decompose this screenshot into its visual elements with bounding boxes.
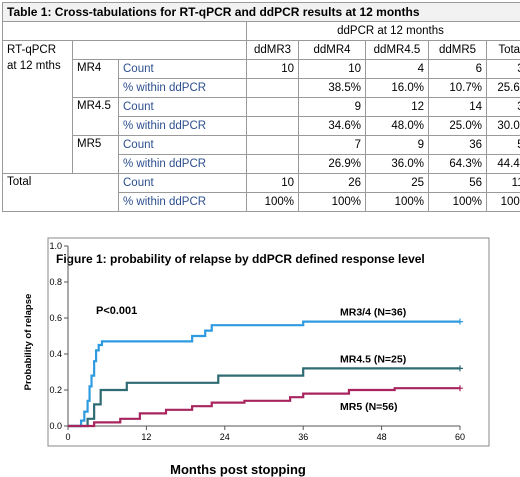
- table-cell: 35: [486, 97, 520, 117]
- pct-label: % within ddPCR: [118, 192, 247, 212]
- table-cell: 10.7%: [428, 78, 487, 98]
- table-cell: 26: [298, 173, 366, 193]
- table-cell: 14: [428, 97, 487, 117]
- table-cell: 10: [298, 59, 366, 79]
- x-tick-label: 48: [377, 432, 387, 442]
- table-cell: 25: [365, 173, 429, 193]
- x-tick-label: 60: [455, 432, 465, 442]
- series-label-layer: MR3/4 (N=36) MR4.5 (N=25) MR5 (N=56): [340, 307, 406, 414]
- series-line: [68, 320, 460, 428]
- table-cell: 38.5%: [298, 78, 366, 98]
- relapse-figure: Figure 1: probability of relapse by ddPC…: [24, 230, 518, 477]
- empty-subheader-cell: [72, 40, 247, 60]
- group-header: ddPCR at 12 months: [246, 21, 520, 41]
- crosstab-table-container: Table 1: Cross-tabulations for RT-qPCR a…: [2, 2, 520, 212]
- table-cell: 36: [428, 135, 487, 155]
- x-tick-label: 0: [65, 432, 70, 442]
- x-axis-label: Months post stopping: [170, 462, 306, 477]
- table-cell: 30.0%: [486, 116, 520, 136]
- pct-label: % within ddPCR: [118, 116, 247, 136]
- censor-mark: [457, 318, 463, 325]
- table-cell: 6: [428, 59, 487, 79]
- count-label: Count: [118, 59, 247, 79]
- row-group-mr4: MR4: [72, 59, 119, 98]
- series-label: MR3/4 (N=36): [340, 307, 406, 319]
- table-cell: 9: [298, 97, 366, 117]
- table-cell: 10: [246, 59, 299, 79]
- pct-label: % within ddPCR: [118, 154, 247, 174]
- table-cell: [246, 97, 299, 117]
- table-cell: [246, 154, 299, 174]
- y-tick-label: 0.8: [49, 277, 62, 287]
- table-cell: [246, 135, 299, 155]
- table-cell: 16.0%: [365, 78, 429, 98]
- total-label: Total: [2, 173, 119, 212]
- series-label: MR5 (N=56): [340, 401, 397, 413]
- table-cell: [246, 116, 299, 136]
- series-label: MR4.5 (N=25): [340, 353, 406, 365]
- table-cell: 30: [486, 59, 520, 79]
- table-cell: 34.6%: [298, 116, 366, 136]
- table-cell: 100%: [365, 192, 429, 212]
- count-label: Count: [118, 173, 247, 193]
- p-value-annotation: P<0.001: [96, 305, 137, 317]
- column-header: Total: [486, 40, 520, 60]
- axes-layer: 0 12 24 36 48 60 0.0 0.2 0.4 0.6 0.8 1.0: [49, 241, 465, 442]
- table-caption: Table 1: Cross-tabulations for RT-qPCR a…: [2, 2, 520, 22]
- y-axis-label: Probability of relapse: [24, 294, 34, 391]
- table-cell: 26.9%: [298, 154, 366, 174]
- row-group-mr5: MR5: [72, 135, 119, 174]
- table-cell: 52: [486, 135, 520, 155]
- relapse-chart: Figure 1: probability of relapse by ddPC…: [24, 237, 490, 477]
- table-cell: 56: [428, 173, 487, 193]
- y-tick-label: 0.6: [49, 313, 62, 323]
- crosstab-table: Table 1: Cross-tabulations for RT-qPCR a…: [2, 2, 520, 212]
- table-cell: 7: [298, 135, 366, 155]
- table-cell: 100%: [428, 192, 487, 212]
- chart-title: Figure 1: probability of relapse by ddPC…: [56, 252, 425, 266]
- censor-mark: [457, 385, 463, 392]
- y-tick-label: 0.4: [49, 349, 62, 359]
- count-label: Count: [118, 135, 247, 155]
- table-cell: 25.0%: [428, 116, 487, 136]
- table-cell: 100%: [486, 192, 520, 212]
- row-group-label: RT-qPCR at 12 mths: [2, 40, 73, 174]
- table-cell: 12: [365, 97, 429, 117]
- empty-header-cell: [2, 21, 247, 41]
- table-cell: 44.4%: [486, 154, 520, 174]
- table-cell: 117: [486, 173, 520, 193]
- column-header: ddMR4.5: [365, 40, 429, 60]
- table-cell: 100%: [298, 192, 366, 212]
- table-cell: 4: [365, 59, 429, 79]
- table-cell: 10: [246, 173, 299, 193]
- count-label: Count: [118, 97, 247, 117]
- x-tick-label: 12: [141, 432, 151, 442]
- x-tick-label: 36: [298, 432, 308, 442]
- table-cell: 64.3%: [428, 154, 487, 174]
- column-header: ddMR4: [298, 40, 366, 60]
- table-cell: 100%: [246, 192, 299, 212]
- table-cell: 25.6%: [486, 78, 520, 98]
- table-cell: [246, 78, 299, 98]
- series-line: [68, 367, 460, 428]
- table-cell: 48.0%: [365, 116, 429, 136]
- y-tick-label: 1.0: [49, 241, 62, 251]
- row-group-mr4-5: MR4.5: [72, 97, 119, 136]
- y-tick-label: 0.2: [49, 385, 62, 395]
- table-cell: 36.0%: [365, 154, 429, 174]
- series-layer: [68, 318, 463, 428]
- table-cell: 9: [365, 135, 429, 155]
- column-header: ddMR5: [428, 40, 487, 60]
- pct-label: % within ddPCR: [118, 78, 247, 98]
- censor-mark: [457, 365, 463, 372]
- y-tick-label: 0.0: [49, 421, 62, 431]
- series-line: [68, 387, 460, 428]
- x-tick-label: 24: [220, 432, 230, 442]
- column-header: ddMR3: [246, 40, 299, 60]
